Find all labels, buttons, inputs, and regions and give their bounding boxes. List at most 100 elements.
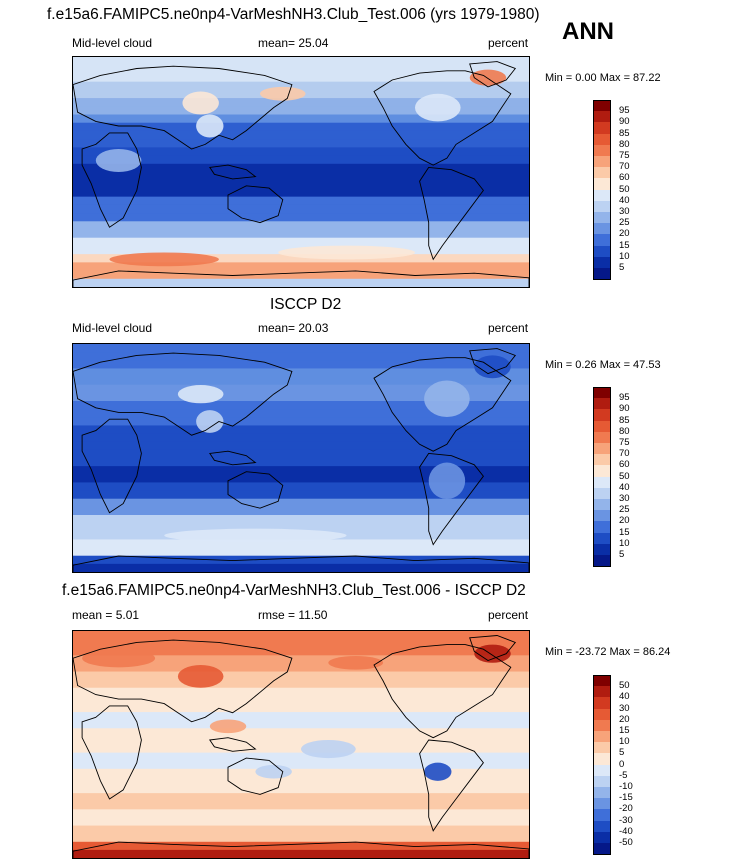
- field-band: [73, 262, 529, 272]
- colorbar-tick-label: 15: [619, 526, 630, 538]
- colorbar-tick-label: 50: [619, 680, 630, 692]
- field-band: [73, 776, 529, 786]
- colorbar-tick-label: 70: [619, 448, 630, 460]
- colorbar-tick-label: 0: [619, 758, 625, 770]
- field-anomaly: [209, 719, 247, 734]
- field-band: [73, 695, 529, 705]
- colorbar-tick-label: 95: [619, 105, 630, 117]
- colorbar-tick-label: 15: [619, 725, 630, 736]
- field-band: [73, 639, 529, 648]
- coastline: [373, 70, 512, 166]
- field-anomaly: [474, 355, 511, 379]
- colorbar-swatch: [593, 697, 611, 710]
- colorbar-swatch: [593, 223, 611, 235]
- colorbar-tick-label: 40: [619, 194, 630, 206]
- colorbar-tick-label: 20: [619, 228, 630, 240]
- field-band: [73, 384, 529, 394]
- coastline: [73, 65, 293, 150]
- field-band: [73, 647, 529, 656]
- field-band: [73, 163, 529, 173]
- colorbar-swatch: [593, 708, 611, 721]
- colorbar-swatch: [593, 521, 611, 534]
- colorbar-tick-label: 30: [619, 702, 630, 714]
- season-label: ANN: [562, 18, 614, 45]
- colorbar-swatch: [593, 764, 611, 777]
- colorbar-swatch: [593, 476, 611, 489]
- field-band: [73, 515, 529, 524]
- field-band: [73, 278, 529, 287]
- colorbar-tick-label: 20: [619, 515, 630, 527]
- colorbar-swatch: [593, 256, 611, 269]
- field-band: [73, 736, 529, 746]
- field-anomaly: [424, 380, 470, 417]
- colorbar-tick-label: 5: [619, 262, 625, 273]
- field-band: [73, 106, 529, 116]
- colorbar-swatch: [593, 178, 611, 191]
- colorbar-swatch: [593, 820, 611, 833]
- colorbar-tick-label: 15: [619, 239, 630, 251]
- field-anomaly: [82, 649, 156, 668]
- colorbar-tick-label: 50: [619, 470, 630, 482]
- coastline: [73, 639, 293, 723]
- colorbar-tick-label: -20: [619, 803, 633, 815]
- field-band: [73, 114, 529, 124]
- colorbar-swatch: [593, 555, 611, 567]
- colorbar-swatch: [593, 731, 611, 743]
- colorbar-tick-label: 50: [619, 183, 630, 195]
- field-anomaly: [328, 655, 384, 670]
- colorbar-tick-label: 95: [619, 392, 630, 404]
- colorbar-swatch: [593, 189, 611, 202]
- coastline: [81, 418, 142, 514]
- field-band: [73, 57, 529, 66]
- colorbar-tick-label: 25: [619, 504, 630, 516]
- field-band: [73, 547, 529, 557]
- units-label: percent: [488, 608, 529, 622]
- field-band: [73, 663, 529, 673]
- field-anomaly: [428, 462, 466, 500]
- field-band: [73, 555, 529, 565]
- colorbar-swatch: [593, 212, 611, 224]
- coastline: [419, 166, 484, 261]
- colorbar-tick-label: 90: [619, 403, 630, 415]
- field-band: [73, 155, 529, 165]
- field-band: [73, 458, 529, 467]
- colorbar-swatch: [593, 398, 611, 410]
- field-band: [73, 671, 529, 681]
- min-max-label: Min = -23.72 Max = 86.24: [545, 646, 671, 658]
- panel-title-obs: ISCCP D2: [270, 296, 342, 313]
- coastline: [209, 737, 257, 752]
- field-anomaly: [177, 665, 224, 688]
- field-anomaly: [109, 252, 219, 267]
- field-anomaly: [255, 764, 292, 779]
- colorbar-swatch: [593, 387, 611, 399]
- coastline: [73, 841, 529, 858]
- field-band: [73, 98, 529, 107]
- colorbar-swatch: [593, 156, 611, 168]
- field-band: [73, 752, 529, 762]
- colorbar-swatch: [593, 133, 611, 146]
- colorbar-swatch: [593, 409, 611, 422]
- colorbar-swatch: [593, 510, 611, 522]
- field-anomaly: [259, 86, 306, 101]
- coastline: [81, 705, 142, 800]
- colorbar-swatch: [593, 465, 611, 478]
- field-anomaly: [415, 93, 461, 122]
- colorbar-swatch: [593, 443, 611, 455]
- field-band: [73, 73, 529, 83]
- colorbar-tick-label: -15: [619, 792, 633, 804]
- field-band: [73, 122, 529, 132]
- colorbar-swatch: [593, 200, 611, 213]
- field-band: [73, 254, 529, 263]
- colorbar-tick-label: 10: [619, 250, 630, 262]
- colorbar-tick-label: -40: [619, 825, 633, 837]
- field-band: [73, 498, 529, 508]
- colorbar-swatch: [593, 787, 611, 799]
- colorbar-swatch: [593, 499, 611, 511]
- field-anomaly: [177, 385, 224, 404]
- colorbar-swatch: [593, 753, 611, 766]
- field-band: [73, 523, 529, 532]
- mean-label: mean = 5.01: [72, 608, 140, 622]
- colorbar-tick-label: 60: [619, 459, 630, 471]
- colorbar-tick-label: 5: [619, 747, 625, 759]
- field-band: [73, 474, 529, 484]
